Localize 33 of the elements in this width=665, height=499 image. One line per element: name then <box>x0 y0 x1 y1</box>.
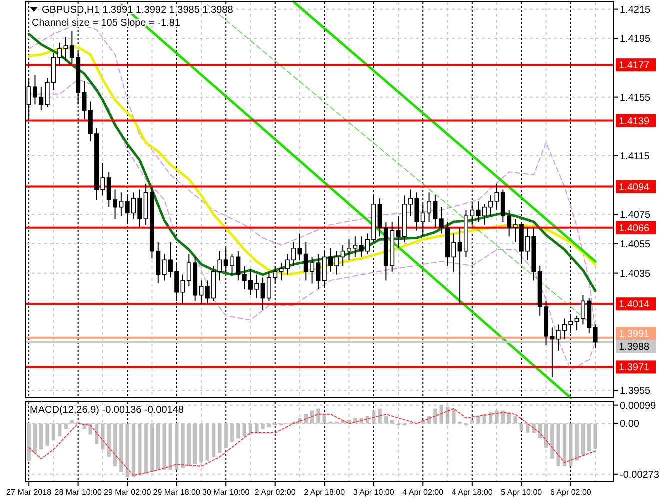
ref-line-label: 1.4177 <box>619 60 650 72</box>
y-tick-label: 1.4035 <box>620 268 652 280</box>
x-tick-label: 5 Apr 10:00 <box>501 488 543 497</box>
y-tick-label: 1.4155 <box>620 92 652 104</box>
x-tick-label: 29 Mar 02:00 <box>104 488 152 497</box>
y-tick-label: 1.4115 <box>620 152 650 162</box>
ref-line-label: 1.3991 <box>619 329 650 340</box>
ref-line-label: 1.4014 <box>619 300 650 311</box>
chart-title: MACD(12,26,9) -0.00136 -0.00148 <box>30 405 184 416</box>
x-tick-label: 4 Apr 02:00 <box>402 488 444 497</box>
x-tick-label: 28 Mar 10:00 <box>54 488 102 497</box>
y-tick-label: 1.4075 <box>620 210 652 222</box>
ref-line-label: 1.4066 <box>619 223 650 234</box>
ref-line-label: 1.3988 <box>619 342 650 354</box>
candlestick <box>593 324 598 349</box>
x-tick-label: 2 Apr 02:00 <box>254 488 296 497</box>
y-tick-label: -0.00273 <box>620 470 660 481</box>
y-tick-label: 0.00 <box>620 419 640 430</box>
y-tick-label: 1.4215 <box>620 4 652 16</box>
ref-line-label: 1.3971 <box>619 362 650 374</box>
x-tick-label: 3 Apr 10:00 <box>353 488 395 497</box>
ref-line-label: 1.4139 <box>619 116 650 128</box>
x-tick-label: 2 Apr 18:00 <box>304 488 346 497</box>
x-tick-label: 29 Mar 18:00 <box>153 488 201 497</box>
x-tick-label: 6 Apr 02:00 <box>550 488 592 497</box>
y-tick-label: 0.00099 <box>620 400 657 412</box>
x-tick-label: 30 Mar 10:00 <box>202 488 250 497</box>
x-tick-label: 4 Apr 18:00 <box>452 488 494 497</box>
y-tick-label: 1.4055 <box>620 240 652 250</box>
x-tick-label: 27 Mar 2018 <box>6 488 52 497</box>
y-tick-label: 1.4195 <box>620 34 652 46</box>
ref-line-label: 1.4094 <box>619 182 650 194</box>
y-tick-label: 1.3955 <box>620 386 652 398</box>
